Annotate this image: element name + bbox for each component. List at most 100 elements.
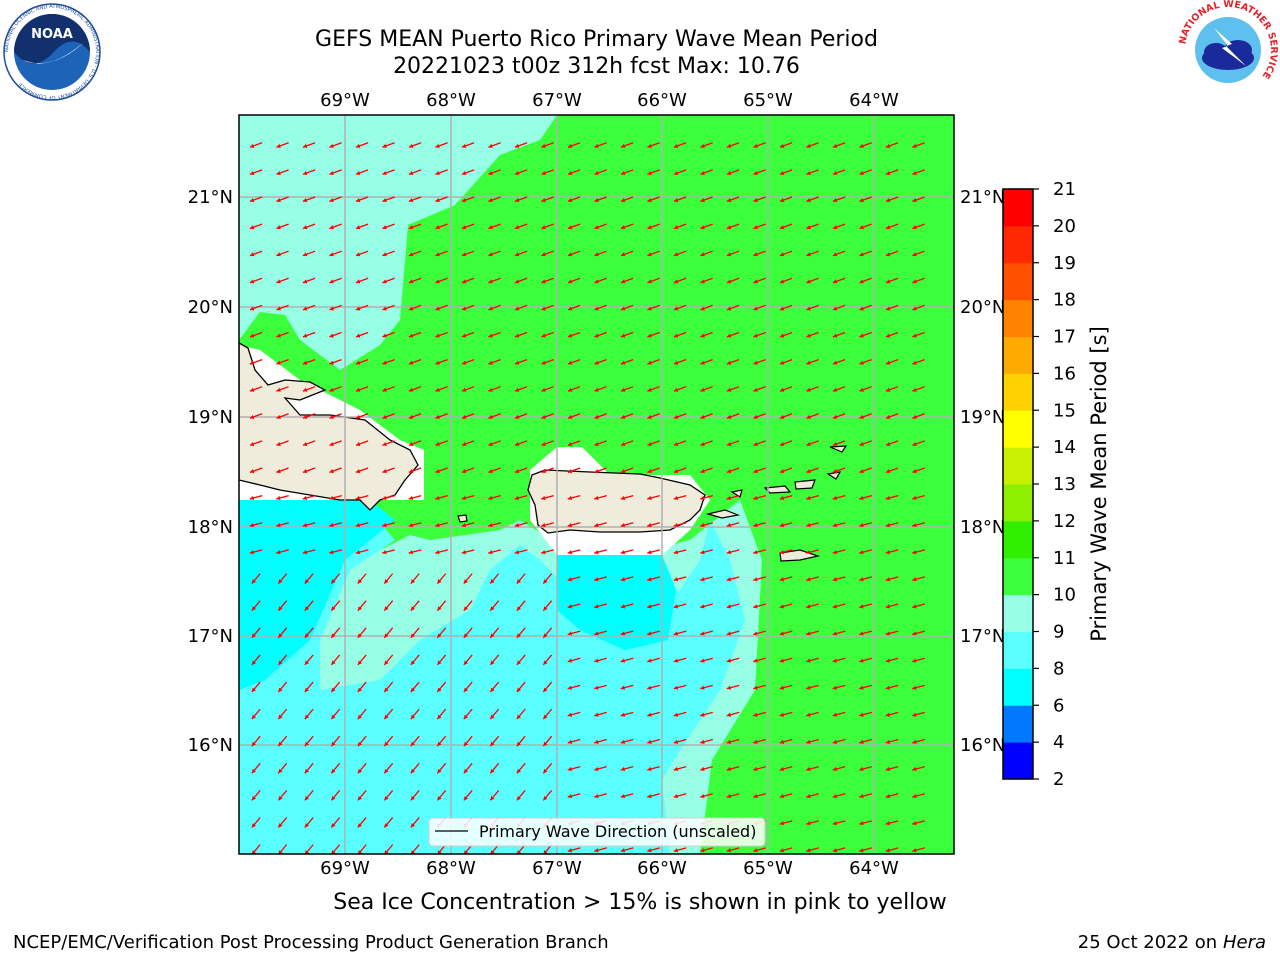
wave-arrow xyxy=(410,790,420,801)
wave-arrow xyxy=(330,573,341,584)
wave-arrow xyxy=(435,440,448,446)
wave-arrow xyxy=(488,522,501,528)
wave-arrow xyxy=(673,304,687,311)
wave-arrow xyxy=(436,573,447,584)
wave-arrow xyxy=(410,627,420,639)
wave-arrow xyxy=(726,522,740,528)
chart-subtitle: 20221023 t00z 312h fcst Max: 10.76 xyxy=(393,54,800,79)
wave-arrow xyxy=(700,711,713,717)
wave-arrow xyxy=(408,223,422,230)
wave-arrow xyxy=(779,684,793,690)
wave-arrow xyxy=(516,654,526,666)
colorbar-tick-label: 12 xyxy=(1053,511,1076,532)
wave-arrow xyxy=(779,820,793,826)
wave-arrow xyxy=(620,630,634,636)
wave-arrow xyxy=(620,250,634,257)
wave-arrow xyxy=(488,277,501,284)
wave-arrow xyxy=(673,711,687,717)
wave-arrow xyxy=(912,684,925,690)
wave-arrow xyxy=(514,467,528,474)
wave-arrow xyxy=(251,654,261,666)
wave-arrow xyxy=(435,142,448,148)
wave-arrow xyxy=(779,765,793,772)
wave-arrow xyxy=(383,654,394,666)
wave-arrow xyxy=(567,196,581,203)
wave-arrow xyxy=(436,681,447,693)
wave-arrow xyxy=(885,250,899,257)
wave-arrow xyxy=(251,708,261,720)
wave-arrow xyxy=(620,413,634,419)
wave-arrow xyxy=(382,358,395,365)
lon-label-bottom: 67°W xyxy=(532,858,582,879)
wave-arrow xyxy=(647,250,660,257)
wave-arrow xyxy=(806,169,819,175)
wave-arrow xyxy=(249,196,263,203)
wave-arrow xyxy=(647,358,660,365)
wave-arrow xyxy=(302,169,316,175)
wave-arrow xyxy=(463,573,473,584)
wave-arrow xyxy=(726,684,740,690)
wave-arrow xyxy=(514,250,528,257)
wave-arrow xyxy=(594,304,607,311)
wave-arrow xyxy=(514,223,528,230)
wave-arrow xyxy=(516,627,526,639)
wave-arrow xyxy=(330,627,341,639)
wave-arrow xyxy=(859,250,872,257)
wave-arrow xyxy=(329,386,342,392)
wave-arrow xyxy=(567,142,581,148)
wave-arrow xyxy=(700,522,713,528)
wave-arrow xyxy=(859,711,872,717)
wave-arrow xyxy=(859,765,872,772)
wave-arrow xyxy=(806,549,819,555)
lat-label-right: 20°N xyxy=(960,297,1005,318)
wave-arrow xyxy=(832,331,846,338)
wave-arrow xyxy=(489,762,500,774)
colorbar-segment xyxy=(1003,225,1033,264)
wave-arrow xyxy=(806,684,819,690)
wave-arrow xyxy=(249,494,263,501)
wave-arrow xyxy=(753,603,766,609)
wave-arrow xyxy=(514,358,528,365)
wave-arrow xyxy=(408,169,422,175)
wave-arrow xyxy=(779,793,793,799)
wave-arrow xyxy=(859,331,872,338)
colorbar-segment xyxy=(1003,410,1033,448)
wave-arrow xyxy=(436,735,447,747)
wave-arrow xyxy=(436,708,447,720)
wave-arrow xyxy=(488,413,501,419)
wave-arrow xyxy=(806,304,819,311)
wave-arrow xyxy=(859,684,872,690)
colorbar-tick-label: 18 xyxy=(1053,290,1076,311)
wave-arrow xyxy=(329,467,342,474)
wave-arrow xyxy=(463,762,473,774)
legend-label: Primary Wave Direction (unscaled) xyxy=(479,822,756,841)
wave-arrow xyxy=(859,549,872,555)
wave-arrow xyxy=(329,522,342,528)
colorbar-segment xyxy=(1003,262,1033,301)
wave-arrow xyxy=(567,467,581,474)
wave-arrow xyxy=(461,413,475,419)
wave-arrow xyxy=(541,413,554,419)
wave-arrow xyxy=(832,304,846,311)
wave-arrow xyxy=(779,467,793,474)
wave-arrow xyxy=(355,169,369,175)
wave-arrow xyxy=(567,549,581,555)
vieques-island xyxy=(705,509,741,519)
wave-arrow xyxy=(726,277,740,284)
wave-arrow xyxy=(435,169,448,175)
wave-arrow xyxy=(304,654,314,666)
wave-arrow xyxy=(383,708,394,720)
wave-arrow xyxy=(410,708,420,720)
wave-arrow xyxy=(753,223,766,230)
wave-arrow xyxy=(832,467,846,474)
wave-arrow xyxy=(383,573,394,584)
wave-arrow xyxy=(912,847,925,853)
wave-arrow xyxy=(251,573,261,584)
wave-arrow xyxy=(700,847,713,853)
wave-arrow xyxy=(408,494,422,501)
wave-arrow xyxy=(541,522,554,528)
wave-arrow xyxy=(251,762,261,774)
wave-arrow xyxy=(249,250,263,257)
wave-arrow xyxy=(779,304,793,311)
wave-arrow xyxy=(673,331,687,338)
